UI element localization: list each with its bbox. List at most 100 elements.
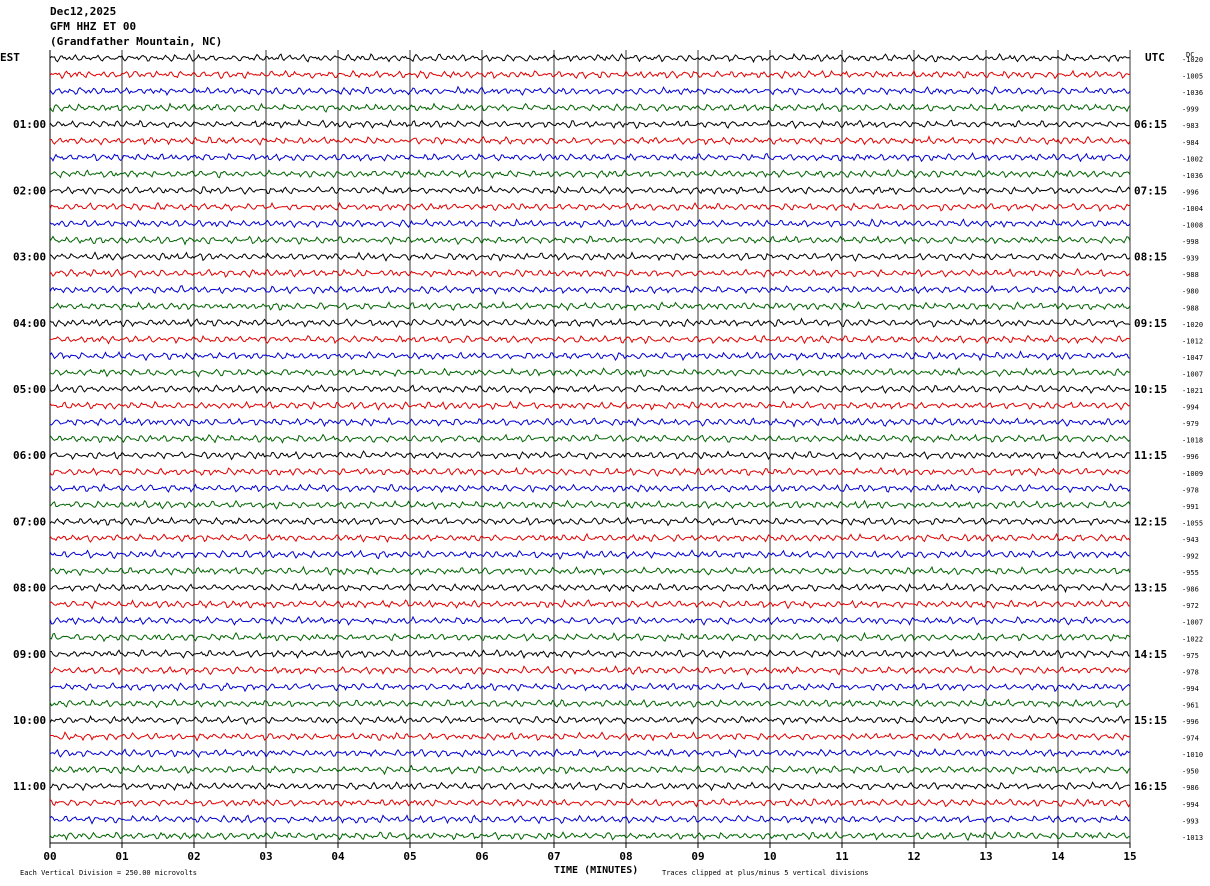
dc-offset-label: -988	[1182, 271, 1199, 279]
x-tick-label: 00	[43, 850, 56, 863]
trace-line	[49, 747, 1131, 759]
dc-offset-label: -984	[1182, 139, 1199, 147]
trace-line	[49, 400, 1131, 411]
dc-offset-label: -998	[1182, 238, 1199, 246]
dc-offset-label: -1020	[1182, 56, 1203, 64]
right-hour-label: 10:15	[1134, 383, 1167, 396]
dc-offset-label: -939	[1182, 255, 1199, 263]
right-hour-label: 15:15	[1134, 714, 1167, 727]
dc-offset-label: -1022	[1182, 635, 1203, 643]
x-tick-label: 05	[403, 850, 416, 863]
trace-line	[49, 450, 1131, 461]
trace-line	[49, 548, 1131, 560]
dc-offset-label: -994	[1182, 801, 1199, 809]
dc-offset-label: -1036	[1182, 89, 1203, 97]
trace-line	[49, 367, 1131, 378]
dc-offset-label: -1018	[1182, 437, 1203, 445]
right-hour-label: 06:15	[1134, 118, 1167, 131]
x-tick-label: 10	[763, 850, 776, 863]
trace-line	[49, 830, 1131, 842]
trace-line	[49, 268, 1131, 279]
trace-line	[49, 814, 1131, 825]
dc-offset-label: -1047	[1182, 354, 1203, 362]
left-hour-label: 11:00	[13, 780, 46, 793]
dc-header-label: DC	[1186, 51, 1194, 59]
right-hour-label: 16:15	[1134, 780, 1167, 793]
left-hour-label: 10:00	[13, 714, 46, 727]
dc-offset-label: -950	[1182, 768, 1199, 776]
dc-offset-label: -1007	[1182, 619, 1203, 627]
trace-line	[49, 499, 1131, 511]
right-hour-label: 07:15	[1134, 184, 1167, 197]
trace-line	[49, 648, 1131, 659]
trace-line	[49, 416, 1131, 428]
trace-line	[49, 681, 1131, 693]
trace-line	[49, 118, 1131, 130]
trace-line	[49, 698, 1131, 709]
trace-line	[49, 185, 1131, 196]
trace-line	[49, 665, 1131, 676]
dc-offset-label: -994	[1182, 685, 1199, 693]
dc-offset-label: -999	[1182, 106, 1199, 114]
right-hour-label: 08:15	[1134, 251, 1167, 264]
trace-line	[49, 483, 1131, 494]
x-tick-label: 02	[187, 850, 200, 863]
trace-line	[49, 797, 1131, 808]
trace-line	[49, 582, 1131, 594]
dc-offset-label: -991	[1182, 503, 1199, 511]
right-timezone-label: UTC	[1145, 51, 1165, 64]
x-tick-label: 13	[979, 850, 992, 863]
axis-labels: 00 01 02 03 04 05 06 07 08 09 10 11 12 13 14 15 -1020 -10…	[13, 56, 1203, 863]
trace-line	[49, 201, 1131, 213]
right-hour-label: 14:15	[1134, 648, 1167, 661]
dc-offset-label: -972	[1182, 602, 1199, 610]
dc-offset-label: -1012	[1182, 337, 1203, 345]
left-hour-label: 05:00	[13, 383, 46, 396]
trace-line	[49, 317, 1131, 328]
x-tick-label: 01	[115, 850, 129, 863]
trace-line	[49, 466, 1131, 477]
x-axis-title: TIME (MINUTES)	[554, 865, 638, 876]
right-hour-label: 13:15	[1134, 582, 1167, 595]
dc-offset-label: -978	[1182, 668, 1199, 676]
left-hour-label: 07:00	[13, 515, 46, 528]
chart-title-station: GFM HHZ ET 00	[50, 20, 137, 33]
dc-offset-label: -961	[1182, 701, 1199, 709]
dc-offset-label: -996	[1182, 453, 1199, 461]
dc-offset-label: -986	[1182, 784, 1199, 792]
trace-line	[49, 516, 1131, 527]
dc-offset-label: -1013	[1182, 834, 1203, 842]
chart-title-date: Dec12,2025	[50, 5, 117, 18]
trace-line	[49, 383, 1131, 395]
vertical-grid	[49, 50, 1131, 848]
x-tick-label: 03	[259, 850, 272, 863]
x-tick-label: 09	[691, 850, 704, 863]
trace-line	[49, 152, 1131, 163]
dc-offset-label: -1055	[1182, 519, 1203, 527]
right-hour-label: 11:15	[1134, 449, 1167, 462]
dc-offset-label: -992	[1182, 553, 1199, 561]
dc-offset-label: -1004	[1182, 205, 1203, 213]
dc-offset-label: -979	[1182, 420, 1199, 428]
trace-line	[49, 433, 1131, 444]
left-hour-label: 01:00	[13, 118, 46, 131]
trace-line	[49, 102, 1131, 113]
trace-line	[49, 598, 1131, 610]
clip-note: Traces clipped at plus/minus 5 vertical …	[662, 869, 869, 877]
dc-offset-label: -955	[1182, 569, 1199, 577]
trace-line	[49, 85, 1131, 96]
x-tick-label: 15	[1123, 850, 1136, 863]
dc-offset-label: -1008	[1182, 222, 1203, 230]
trace-line	[49, 235, 1131, 246]
left-hour-label: 08:00	[13, 582, 46, 595]
dc-offset-label: -943	[1182, 536, 1199, 544]
trace-line	[49, 218, 1131, 229]
dc-offset-label: -986	[1182, 586, 1199, 594]
trace-line	[49, 284, 1131, 295]
dc-offset-label: -988	[1182, 304, 1199, 312]
trace-line	[49, 764, 1131, 776]
trace-line	[49, 532, 1131, 543]
seismic-traces	[49, 52, 1131, 842]
dc-offset-label: -978	[1182, 486, 1199, 494]
